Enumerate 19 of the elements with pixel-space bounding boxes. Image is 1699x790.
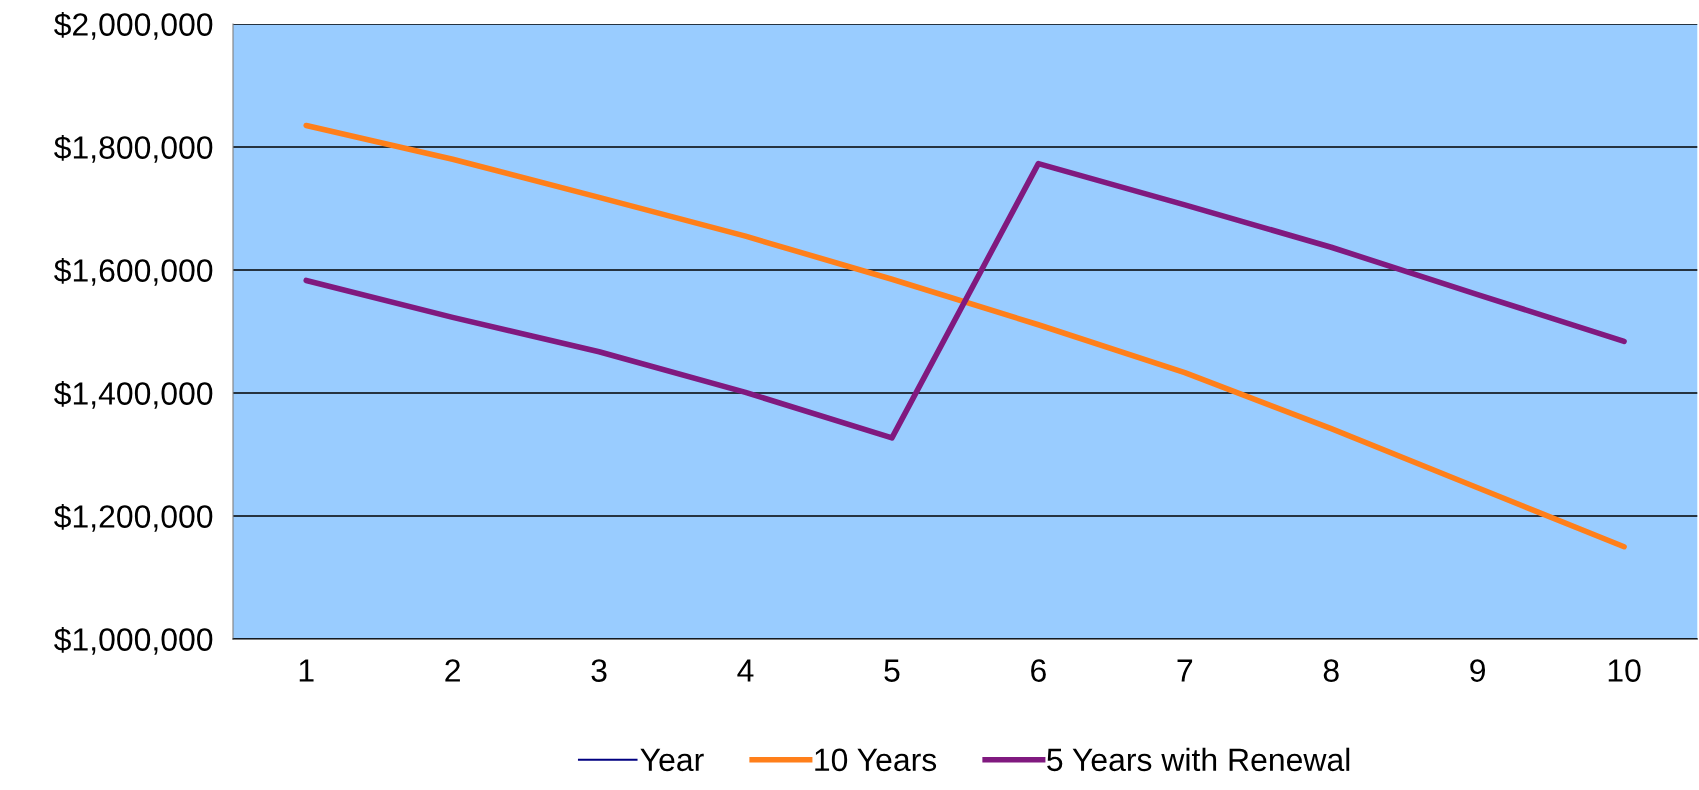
y-tick-label: $1,400,000 — [54, 380, 213, 409]
legend-label: 10 Years — [815, 748, 937, 772]
y-tick-label: $1,600,000 — [54, 257, 213, 286]
x-tick-label: 9 — [1470, 659, 1486, 682]
y-tick-label: $1,200,000 — [54, 503, 213, 532]
x-tick-label: 4 — [737, 659, 754, 682]
x-tick-label: 6 — [1031, 659, 1046, 682]
x-tick-label: 5 — [884, 659, 900, 682]
x-tick-label: 1 — [299, 659, 314, 682]
x-tick-label: 2 — [445, 659, 460, 682]
y-tick-label: $1,800,000 — [54, 134, 213, 163]
y-tick-label: $1,000,000 — [54, 626, 213, 655]
x-tick-label: 8 — [1323, 659, 1339, 682]
x-tick-label: 3 — [591, 659, 607, 682]
x-tick-label: 10 — [1608, 659, 1641, 682]
x-tick-label: 7 — [1177, 659, 1193, 682]
y-tick-label: $2,000,000 — [54, 11, 213, 40]
legend-label: Year — [640, 748, 704, 772]
legend-label: 5 Years with Renewal — [1047, 747, 1350, 772]
